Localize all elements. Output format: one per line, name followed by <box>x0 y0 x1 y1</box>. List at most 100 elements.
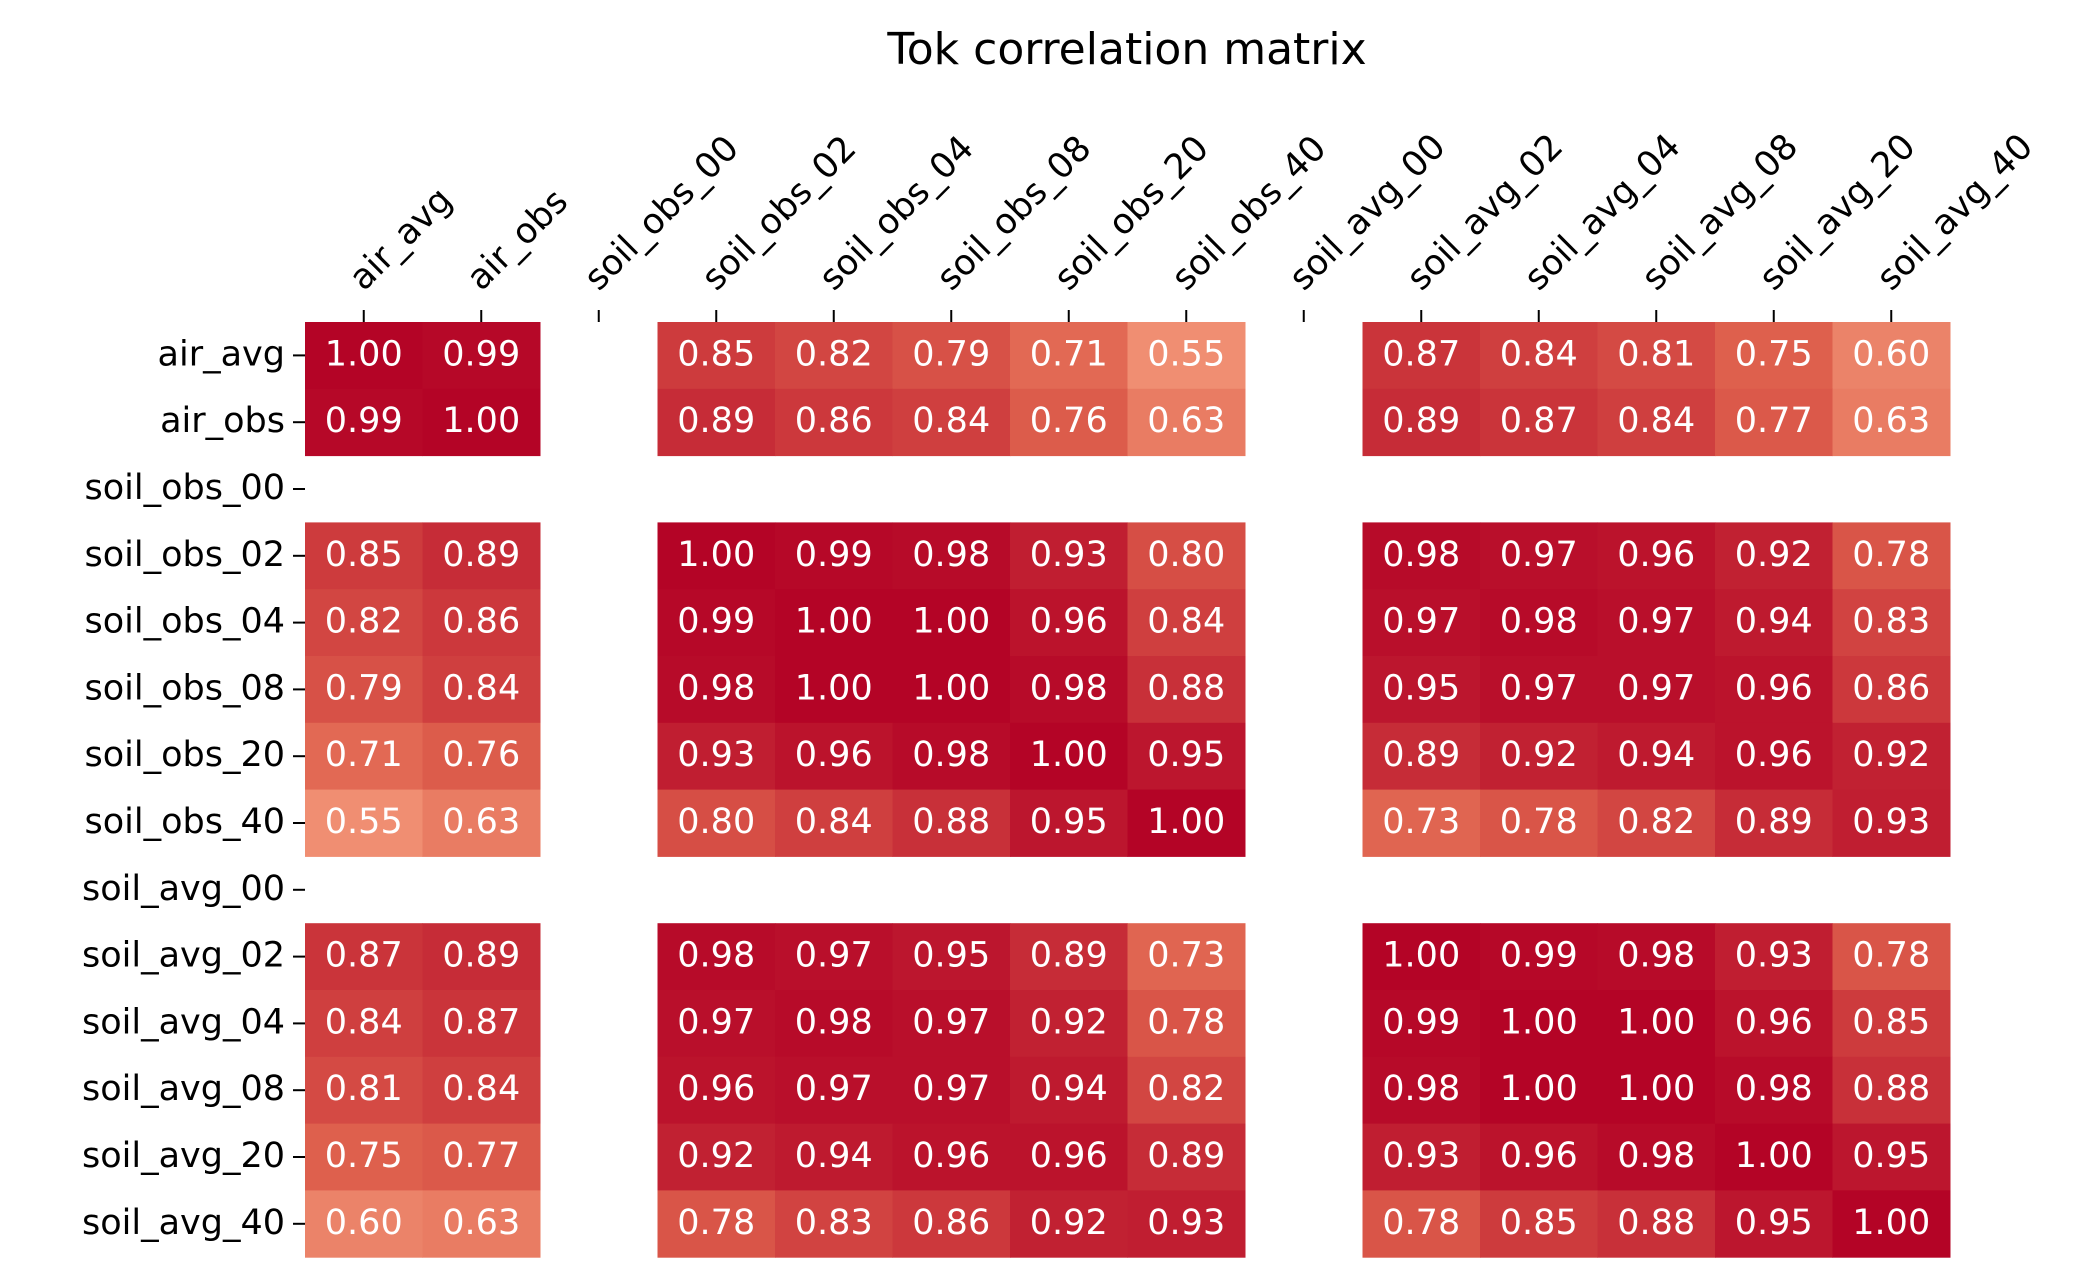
heatmap-cell <box>305 789 423 857</box>
cell-label: 0.80 <box>677 802 755 842</box>
y-tick-label: soil_avg_02 <box>82 936 285 976</box>
cell-label: 1.00 <box>1030 735 1108 775</box>
heatmap-cell <box>1127 522 1246 590</box>
cell-label: 0.81 <box>1617 334 1695 374</box>
heatmap-cell <box>1480 522 1598 590</box>
cell-label: 0.73 <box>1382 802 1460 842</box>
cell-label: 0.93 <box>1852 802 1930 842</box>
heatmap-cell <box>1362 589 1481 657</box>
cell-label: 0.98 <box>1617 936 1695 976</box>
heatmap-cell <box>1127 1056 1246 1125</box>
cell-label: 0.86 <box>795 401 873 441</box>
cell-label: 0.85 <box>1852 1002 1930 1042</box>
y-tick-label: soil_avg_00 <box>82 869 285 909</box>
cell-label: 0.76 <box>442 735 520 775</box>
heatmap-cell <box>1832 388 1951 457</box>
heatmap-cell <box>1597 1123 1716 1191</box>
heatmap-cell <box>1832 1056 1951 1125</box>
cell-label: 0.97 <box>1617 668 1695 708</box>
heatmap-cell <box>1127 656 1246 724</box>
heatmap-cell <box>305 656 423 724</box>
cell-label: 0.93 <box>1735 936 1813 976</box>
heatmap-cell <box>422 1123 541 1191</box>
heatmap-cell <box>1010 522 1128 590</box>
cell-label: 0.92 <box>1735 535 1813 575</box>
cell-label: 0.78 <box>1500 802 1578 842</box>
heatmap-cell <box>1480 990 1598 1058</box>
heatmap-cell <box>1715 722 1833 791</box>
heatmap-cell <box>1832 990 1951 1058</box>
heatmap-cell <box>1597 522 1716 590</box>
heatmap-cell <box>775 388 893 457</box>
cell-label: 0.78 <box>1382 1203 1460 1243</box>
cell-label: 0.96 <box>1030 1136 1108 1176</box>
heatmap-cell <box>1480 1056 1598 1125</box>
heatmap-cell <box>1597 923 1716 991</box>
cell-label: 0.71 <box>325 735 403 775</box>
cell-label: 0.85 <box>1500 1203 1578 1243</box>
heatmap-cell <box>1362 388 1481 457</box>
heatmap-cell <box>1127 322 1246 390</box>
heatmap-cell <box>892 388 1011 457</box>
cell-label: 0.88 <box>912 802 990 842</box>
cell-label: 0.92 <box>1852 735 1930 775</box>
heatmap-cell <box>775 1123 893 1191</box>
heatmap-cell <box>422 522 541 590</box>
heatmap-cell <box>305 923 423 991</box>
heatmap-cell <box>657 1123 776 1191</box>
heatmap-cell <box>1832 589 1951 657</box>
heatmap-cell <box>1127 1123 1246 1191</box>
cell-label: 0.96 <box>1735 735 1813 775</box>
heatmap-cell <box>305 388 423 457</box>
cell-label: 0.89 <box>1030 936 1108 976</box>
cell-label: 0.84 <box>442 1069 520 1109</box>
heatmap-cell <box>305 990 423 1058</box>
heatmap-cell <box>892 722 1011 791</box>
heatmap-cell <box>1480 923 1598 991</box>
heatmap-cell <box>1832 522 1951 590</box>
heatmap-cell <box>1010 789 1128 857</box>
heatmap-cell <box>1362 923 1481 991</box>
cell-label: 0.98 <box>1382 535 1460 575</box>
cell-label: 0.99 <box>325 401 403 441</box>
y-tick-label: soil_avg_20 <box>82 1136 285 1176</box>
heatmap-cell <box>1597 322 1716 390</box>
heatmap-cell <box>657 522 776 590</box>
heatmap-cell <box>657 990 776 1058</box>
cell-label: 0.98 <box>677 668 755 708</box>
heatmap-cell <box>1832 656 1951 724</box>
cell-label: 0.96 <box>1617 535 1695 575</box>
cell-label: 0.88 <box>1852 1069 1930 1109</box>
heatmap-cell <box>892 990 1011 1058</box>
cell-label: 0.63 <box>442 802 520 842</box>
cell-label: 0.95 <box>1147 735 1225 775</box>
y-tick-label: air_avg <box>158 334 285 374</box>
cell-label: 0.96 <box>1735 668 1813 708</box>
cell-label: 1.00 <box>1617 1069 1695 1109</box>
heatmap-cell <box>422 1056 541 1125</box>
heatmap-cell <box>1010 1123 1128 1191</box>
cell-label: 0.78 <box>1147 1002 1225 1042</box>
heatmap-cell <box>1715 589 1833 657</box>
heatmap-cell <box>1832 1123 1951 1191</box>
y-tick-label: soil_avg_40 <box>82 1203 285 1243</box>
y-tick-label: soil_obs_00 <box>85 468 286 508</box>
cell-label: 0.77 <box>442 1136 520 1176</box>
heatmap-cell <box>1362 1190 1481 1258</box>
cell-label: 0.63 <box>1852 401 1930 441</box>
heatmap-cell <box>422 990 541 1058</box>
cell-label: 0.84 <box>912 401 990 441</box>
y-tick-label: air_obs <box>160 401 285 441</box>
y-tick-label: soil_obs_04 <box>85 602 286 642</box>
cell-label: 0.89 <box>1735 802 1813 842</box>
cell-label: 0.84 <box>325 1002 403 1042</box>
heatmap-cell <box>1362 1056 1481 1125</box>
cell-label: 0.60 <box>325 1203 403 1243</box>
cell-label: 0.93 <box>677 735 755 775</box>
heatmap-cell <box>775 589 893 657</box>
heatmap-cell <box>1832 322 1951 390</box>
cell-label: 0.79 <box>912 334 990 374</box>
heatmap-cell <box>1715 789 1833 857</box>
cell-label: 0.96 <box>1735 1002 1813 1042</box>
heatmap-cell <box>1010 1056 1128 1125</box>
